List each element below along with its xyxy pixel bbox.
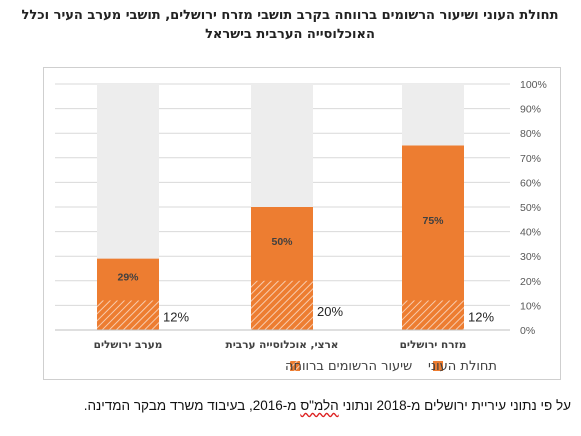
x-category-label: מזרח ירושלים [400,339,467,351]
x-category-label: מערב ירושלים [94,339,163,351]
data-label-welfare: 12% [468,310,494,325]
data-label-welfare: 12% [163,310,189,325]
y-tick-label: 10% [520,300,541,312]
bar-welfare [251,280,313,330]
data-label-poverty: 50% [271,236,293,248]
bar-welfare [97,300,159,330]
x-category-label: ארצי, אוכלוסייה ערבית [226,339,339,351]
y-tick-label: 20% [520,276,541,288]
y-tick-label: 0% [520,325,535,337]
y-tick-label: 80% [520,128,541,140]
data-label-poverty: 75% [422,215,444,227]
data-label-poverty: 29% [117,272,139,284]
y-tick-label: 90% [520,104,541,116]
footnote-source-abbrev: הלמ"ס [300,398,339,413]
footnote-text-2: מ-2016, בעיבוד משרד מבקר המדינה. [83,398,301,413]
y-tick-label: 40% [520,227,541,239]
chart-frame [43,67,561,380]
y-tick-label: 60% [520,177,541,189]
legend-swatch-poverty [433,361,443,371]
bar-poverty [402,145,464,330]
footnote-text-1: על פי נתוני עיריית ירושלים מ-2018 ונתוני [338,398,571,413]
legend-label-welfare: שיעור הרשומים ברווחה [285,359,412,374]
chart-title: תחולת העוני ושיעור הרשומים ברווחה בקרב ת… [21,8,559,42]
legend-swatch-welfare [290,361,300,371]
y-tick-label: 100% [520,79,547,91]
legend-label-poverty: תחולת העוני [428,359,497,374]
data-label-welfare: 20% [317,304,343,319]
bar-welfare [402,300,464,330]
y-tick-label: 70% [520,153,541,165]
footnote: על פי נתוני עיריית ירושלים מ-2018 ונתוני… [6,397,571,415]
y-tick-label: 30% [520,251,541,263]
y-tick-label: 50% [520,202,541,214]
